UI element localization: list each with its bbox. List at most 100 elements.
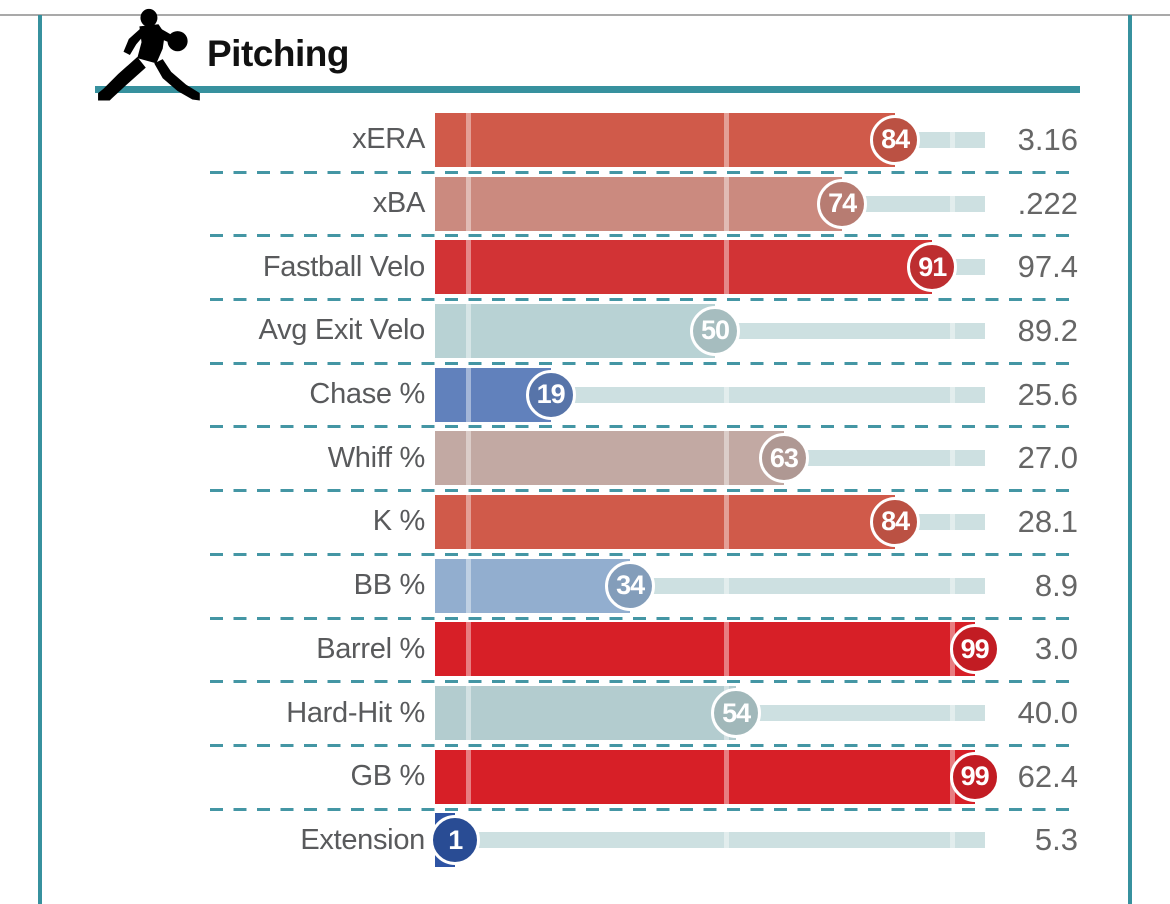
bar-area: 99	[435, 749, 1000, 804]
percentile-bubble[interactable]: 84	[870, 114, 921, 165]
gridline-icon	[950, 813, 955, 868]
stat-label: BB %	[353, 569, 426, 602]
percentile-bar	[435, 240, 933, 295]
bar-area: 34	[435, 558, 1000, 613]
percentile-bubble[interactable]: 54	[711, 688, 762, 739]
gridline-icon	[466, 240, 471, 295]
percentile-bar	[435, 176, 843, 231]
gridline-icon	[950, 176, 955, 231]
stat-label: Chase %	[309, 378, 425, 411]
bar-area: 84	[435, 494, 1000, 549]
percentile-bubble[interactable]: 50	[690, 305, 740, 356]
row-separator	[210, 616, 1078, 620]
bar-area: 91	[435, 240, 1000, 295]
bar-area: 99	[435, 622, 1000, 677]
gridline-icon	[950, 367, 955, 422]
stat-value: 27.0	[1017, 440, 1078, 476]
stat-row: Hard-Hit % 54 40.0	[0, 681, 1170, 747]
stat-value: 62.4	[1017, 758, 1078, 794]
percentile-bubble[interactable]: 19	[525, 369, 576, 420]
stat-label: xERA	[352, 123, 425, 156]
gridline-icon	[950, 112, 955, 167]
stat-label: Fastball Velo	[262, 250, 425, 283]
percentile-rows: xERA 84 3.16 xBA 74 .222 Fastball Velo	[0, 108, 1170, 872]
percentile-bubble[interactable]: 84	[870, 496, 921, 547]
gridline-icon	[466, 431, 471, 486]
stat-row: Whiff % 63 27.0	[0, 426, 1170, 493]
percentile-bar	[435, 303, 715, 358]
percentile-bubble[interactable]: 63	[758, 433, 809, 484]
row-separator	[210, 298, 1078, 302]
bar-area: 63	[435, 431, 1000, 486]
gridline-icon	[724, 112, 729, 167]
stat-label: xBA	[372, 187, 426, 220]
bar-area: 19	[435, 367, 1000, 422]
gridline-icon	[466, 686, 471, 741]
row-separator	[210, 743, 1078, 747]
stat-value: 8.9	[1034, 567, 1078, 603]
stat-row: BB % 34 8.9	[0, 554, 1170, 620]
stat-row: Avg Exit Velo 50 89.2	[0, 299, 1170, 365]
gridline-icon	[724, 431, 729, 486]
percentile-bar	[435, 749, 975, 804]
percentile-bubble[interactable]: 1	[430, 815, 481, 866]
row-separator	[210, 807, 1078, 811]
stat-row: xBA 74 .222	[0, 172, 1170, 238]
gridline-icon	[466, 494, 471, 549]
percentile-bar	[435, 431, 784, 486]
pitcher-icon	[98, 8, 200, 101]
stat-label: Extension	[300, 823, 425, 856]
stat-value: 89.2	[1017, 312, 1078, 348]
gridline-icon	[950, 494, 955, 549]
stat-label: Hard-Hit %	[286, 696, 425, 729]
stat-label: Avg Exit Velo	[258, 314, 426, 347]
percentile-bubble[interactable]: 34	[605, 560, 656, 611]
bar-area: 84	[435, 112, 1000, 167]
gridline-icon	[466, 622, 471, 677]
gridline-icon	[950, 431, 955, 486]
gridline-icon	[950, 303, 955, 358]
percentile-bubble[interactable]: 99	[949, 751, 1000, 802]
row-separator	[210, 489, 1078, 493]
stat-row: xERA 84 3.16	[0, 108, 1170, 174]
row-separator	[210, 680, 1078, 684]
gridline-icon	[466, 749, 471, 804]
bar-area: 1	[430, 813, 1000, 868]
gridline-icon	[724, 240, 729, 295]
percentile-track	[435, 832, 985, 849]
gridline-icon	[724, 176, 729, 231]
gridline-icon	[466, 367, 471, 422]
percentile-bar	[435, 558, 631, 613]
bar-area: 54	[435, 686, 1000, 741]
gridline-icon	[466, 112, 471, 167]
stat-value: 28.1	[1017, 503, 1078, 539]
stat-value: 40.0	[1017, 695, 1078, 731]
stat-row: Barrel % 99 3.0	[0, 618, 1170, 684]
stat-row: GB % 99 62.4	[0, 745, 1170, 811]
percentile-bar	[435, 686, 737, 741]
percentile-bubble[interactable]: 99	[949, 624, 1000, 675]
stat-value: 97.4	[1017, 249, 1078, 285]
stat-row: Chase % 19 25.6	[0, 363, 1170, 429]
percentile-bubble[interactable]: 74	[817, 178, 868, 229]
stat-value: .222	[1017, 185, 1078, 221]
percentile-bar	[435, 622, 975, 677]
row-separator	[210, 552, 1078, 556]
header-underline	[95, 86, 1080, 93]
section-title: Pitching	[207, 33, 349, 74]
row-separator	[210, 361, 1078, 365]
percentile-bubble[interactable]: 91	[907, 242, 958, 293]
row-separator	[210, 170, 1078, 174]
stat-value: 3.16	[1017, 121, 1078, 157]
right-border-line	[1128, 15, 1132, 904]
gridline-icon	[950, 686, 955, 741]
gridline-icon	[466, 303, 471, 358]
stat-label: GB %	[350, 760, 425, 793]
gridline-icon	[724, 494, 729, 549]
stat-row: Fastball Velo 91 97.4	[0, 235, 1170, 302]
row-separator	[210, 425, 1078, 429]
row-separator	[210, 234, 1078, 238]
gridline-icon	[466, 558, 471, 613]
gridline-icon	[724, 558, 729, 613]
